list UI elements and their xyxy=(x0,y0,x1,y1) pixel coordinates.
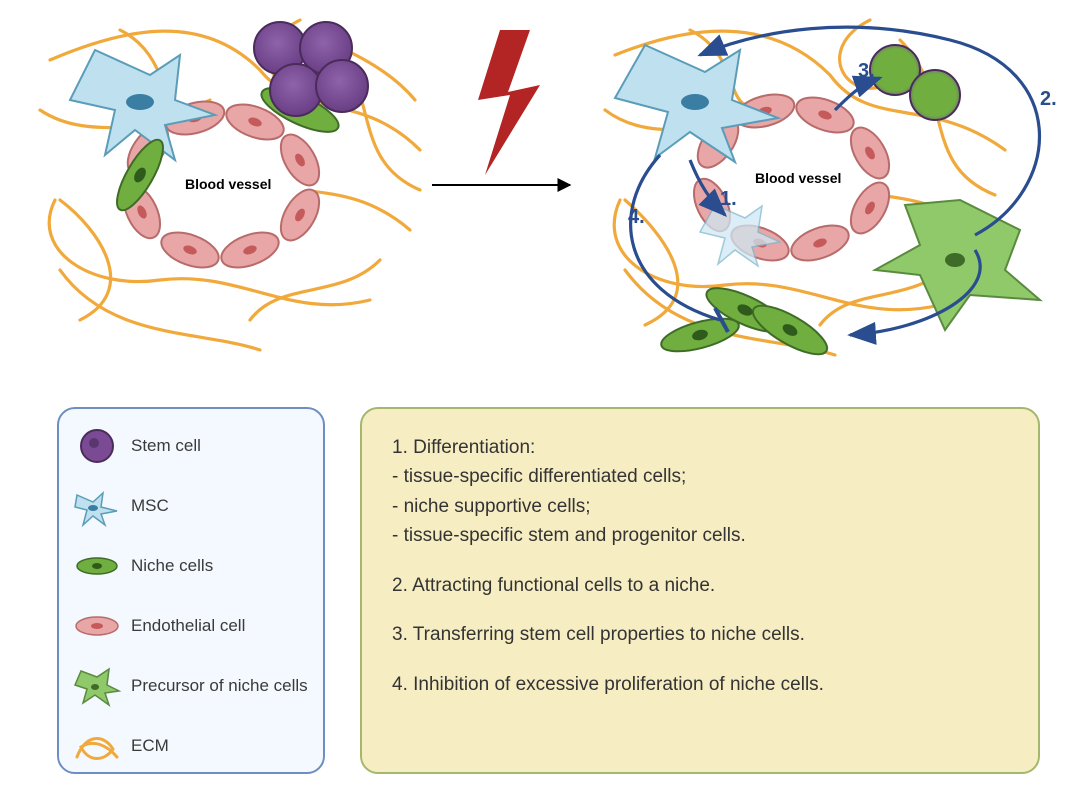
desc-line: - niche supportive cells; xyxy=(392,492,1008,521)
figure-root: Blood vessel Blood vessel 1. 2. 3. 4. St… xyxy=(0,0,1074,798)
legend-label: Stem cell xyxy=(131,436,201,456)
process-num-3: 3. xyxy=(858,60,875,83)
legend-panel: Stem cell MSC Niche cells Endothelial ce… xyxy=(57,407,325,774)
legend-row-ecm: ECM xyxy=(73,725,323,767)
legend-label: MSC xyxy=(131,496,169,516)
precursor-cell-icon xyxy=(73,665,121,707)
diagram-svg xyxy=(0,0,1074,400)
legend-row-niche: Niche cells xyxy=(73,545,323,587)
process-num-1: 1. xyxy=(720,188,737,211)
niche-cell-icon xyxy=(73,545,121,587)
desc-line: 4. Inhibition of excessive proliferation… xyxy=(392,670,1008,699)
legend-row-precursor: Precursor of niche cells xyxy=(73,665,323,707)
legend-label: Niche cells xyxy=(131,556,213,576)
blood-vessel-label-left: Blood vessel xyxy=(185,176,271,192)
description-text: 1. Differentiation: - tissue-specific di… xyxy=(362,409,1038,723)
ecm-icon xyxy=(73,725,121,767)
stem-cell-icon xyxy=(73,425,121,467)
description-panel: 1. Differentiation: - tissue-specific di… xyxy=(360,407,1040,774)
desc-line: 2. Attracting functional cells to a nich… xyxy=(392,571,1008,600)
msc-icon xyxy=(73,485,121,527)
desc-line: 1. Differentiation: xyxy=(392,433,1008,462)
legend-row-stem: Stem cell xyxy=(73,425,323,467)
legend-label: Endothelial cell xyxy=(131,616,245,636)
desc-line: - tissue-specific differentiated cells; xyxy=(392,462,1008,491)
endothelial-cell-icon xyxy=(73,605,121,647)
legend-label: Precursor of niche cells xyxy=(131,676,308,696)
lightning-bolt-icon xyxy=(478,30,540,175)
legend-row-msc: MSC xyxy=(73,485,323,527)
blood-vessel-label-right: Blood vessel xyxy=(755,170,841,186)
legend-label: ECM xyxy=(131,736,169,756)
desc-line: - tissue-specific stem and progenitor ce… xyxy=(392,521,1008,550)
desc-line: 3. Transferring stem cell properties to … xyxy=(392,620,1008,649)
process-num-4: 4. xyxy=(628,206,645,229)
legend-row-endo: Endothelial cell xyxy=(73,605,323,647)
process-num-2: 2. xyxy=(1040,88,1057,111)
